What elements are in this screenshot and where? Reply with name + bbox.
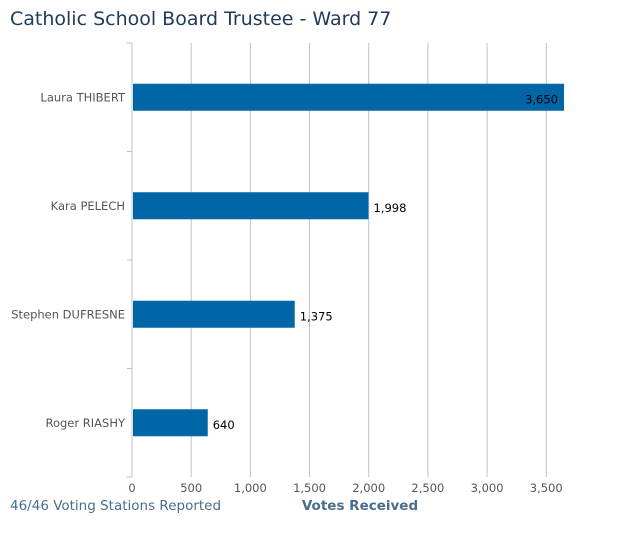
- x-tick-label: 1,000: [234, 481, 267, 495]
- bar: [133, 409, 208, 437]
- stations-reported: 46/46 Voting Stations Reported: [10, 498, 222, 514]
- y-axis: [127, 42, 133, 478]
- data-label: 1,375: [300, 309, 333, 323]
- grid-lines: [190, 43, 547, 477]
- page-title: Catholic School Board Trustee - Ward 77: [10, 8, 392, 30]
- x-tick-label: 3,000: [471, 481, 504, 495]
- y-category-label: Laura THIBERT: [40, 90, 126, 104]
- x-tick-label: 500: [180, 481, 202, 495]
- x-tick-label: 2,500: [411, 481, 444, 495]
- data-label: 640: [213, 418, 235, 432]
- x-tick-label: 2,000: [352, 481, 385, 495]
- data-label: 3,650: [525, 92, 558, 106]
- x-tick-label: 0: [128, 481, 135, 495]
- x-tick-label: 1,500: [293, 481, 326, 495]
- bar: [133, 83, 564, 111]
- bar: [133, 300, 295, 328]
- labels: 0 500 1,000 1,500 2,000 2,500 3,000 3,500 Laura …: [11, 90, 563, 495]
- bar: [133, 192, 369, 220]
- y-category-label: Stephen DUFRESNE: [11, 307, 125, 321]
- x-axis-title: Votes Received: [301, 498, 419, 514]
- y-category-label: Kara PELECH: [51, 199, 125, 213]
- x-tick-label: 3,500: [530, 481, 563, 495]
- data-label: 1,998: [373, 201, 406, 215]
- bars: [133, 83, 564, 437]
- y-category-label: Roger RIASHY: [46, 416, 126, 430]
